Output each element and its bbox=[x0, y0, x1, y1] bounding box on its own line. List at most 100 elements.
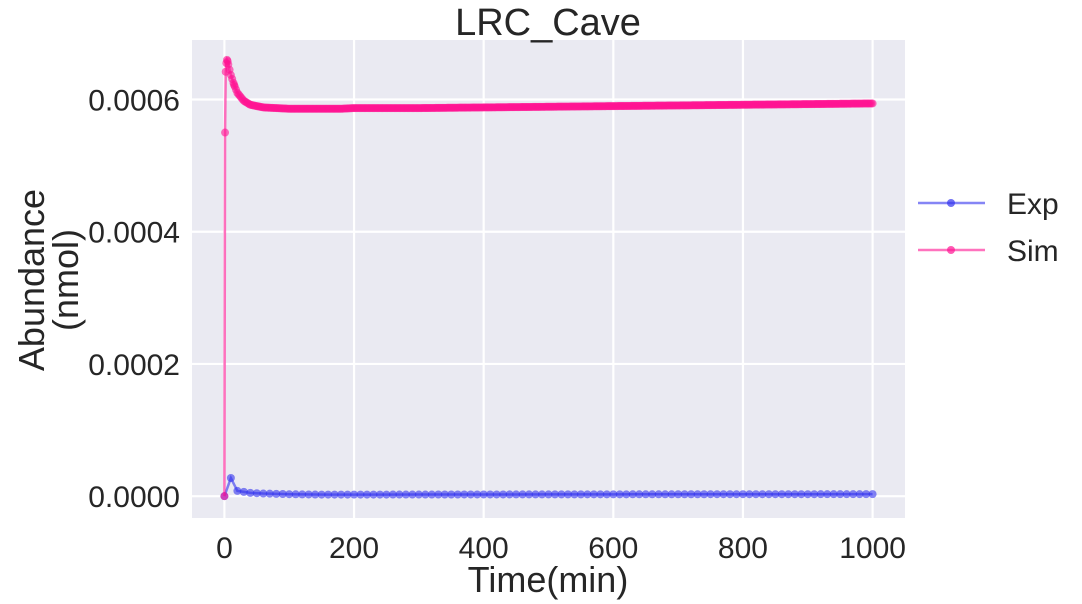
x-tick-label: 1000 bbox=[839, 532, 906, 565]
data-point bbox=[816, 490, 825, 499]
y-axis-title-line-1: Abundance bbox=[11, 189, 52, 371]
data-point bbox=[298, 490, 307, 499]
x-axis-title: Time(min) bbox=[468, 559, 629, 600]
data-point bbox=[849, 490, 858, 499]
data-point bbox=[252, 489, 261, 498]
data-point bbox=[453, 490, 462, 499]
data-point bbox=[440, 490, 449, 499]
data-point bbox=[233, 486, 242, 495]
data-point bbox=[713, 490, 722, 499]
data-point bbox=[486, 490, 495, 499]
data-point bbox=[758, 490, 767, 499]
data-point bbox=[576, 490, 585, 499]
data-point bbox=[350, 490, 359, 499]
legend-label: Sim bbox=[1007, 235, 1059, 268]
data-point bbox=[388, 490, 397, 499]
data-point bbox=[473, 490, 482, 499]
legend-item-sim: Sim bbox=[918, 235, 1059, 268]
data-point bbox=[719, 490, 728, 499]
data-point bbox=[427, 490, 436, 499]
data-point bbox=[363, 490, 372, 499]
data-point bbox=[648, 490, 657, 499]
data-point bbox=[635, 490, 644, 499]
data-point bbox=[842, 490, 851, 499]
data-point bbox=[479, 490, 488, 499]
data-point bbox=[220, 492, 229, 501]
data-point bbox=[751, 490, 760, 499]
data-point bbox=[790, 490, 799, 499]
legend-swatch-marker bbox=[947, 246, 955, 254]
data-point bbox=[246, 488, 255, 497]
x-tick-label: 0 bbox=[216, 532, 233, 565]
data-point bbox=[278, 490, 287, 499]
data-point bbox=[337, 490, 346, 499]
series-exp bbox=[220, 474, 877, 501]
data-point bbox=[823, 490, 832, 499]
data-point bbox=[771, 490, 780, 499]
data-point bbox=[674, 490, 683, 499]
data-point bbox=[382, 490, 391, 499]
y-axis-title: Abundance (nmol) bbox=[11, 189, 86, 371]
data-point bbox=[531, 490, 540, 499]
data-point bbox=[285, 490, 294, 499]
data-point bbox=[505, 490, 514, 499]
legend-item-exp: Exp bbox=[918, 188, 1059, 221]
data-point bbox=[868, 490, 877, 499]
data-point bbox=[538, 490, 547, 499]
data-point bbox=[421, 490, 430, 499]
data-point bbox=[868, 99, 877, 108]
data-point bbox=[810, 490, 819, 499]
data-point bbox=[499, 490, 508, 499]
data-point bbox=[408, 490, 417, 499]
data-point bbox=[375, 490, 384, 499]
data-point bbox=[628, 490, 637, 499]
data-point bbox=[550, 490, 559, 499]
data-point bbox=[395, 490, 404, 499]
data-point bbox=[226, 474, 235, 483]
legend-swatch-marker bbox=[947, 199, 955, 207]
data-point bbox=[667, 490, 676, 499]
data-point bbox=[414, 490, 423, 499]
data-point bbox=[700, 490, 709, 499]
data-point bbox=[401, 490, 410, 499]
data-point bbox=[512, 490, 521, 499]
series-layer bbox=[220, 55, 877, 501]
data-point bbox=[544, 490, 553, 499]
data-point bbox=[725, 490, 734, 499]
plot-background bbox=[192, 40, 905, 518]
data-point bbox=[654, 490, 663, 499]
y-tick-label: 0.0006 bbox=[88, 85, 180, 118]
data-point bbox=[304, 490, 313, 499]
data-point bbox=[259, 489, 268, 498]
data-point bbox=[596, 490, 605, 499]
data-point bbox=[797, 490, 806, 499]
data-point bbox=[466, 490, 475, 499]
data-point bbox=[803, 490, 812, 499]
data-point bbox=[525, 490, 534, 499]
data-point bbox=[557, 490, 566, 499]
data-point bbox=[764, 490, 773, 499]
data-point bbox=[784, 490, 793, 499]
data-point bbox=[460, 490, 469, 499]
y-tick-label: 0.0002 bbox=[88, 349, 180, 382]
y-tick-label: 0.0000 bbox=[88, 481, 180, 514]
data-point bbox=[518, 490, 527, 499]
data-point bbox=[836, 490, 845, 499]
chart-title: LRC_Cave bbox=[455, 2, 641, 44]
data-point bbox=[356, 490, 365, 499]
data-point bbox=[330, 490, 339, 499]
data-point bbox=[221, 128, 230, 137]
data-point bbox=[745, 490, 754, 499]
data-point bbox=[343, 490, 352, 499]
data-point bbox=[661, 490, 670, 499]
data-point bbox=[706, 490, 715, 499]
data-point bbox=[829, 490, 838, 499]
data-point bbox=[680, 490, 689, 499]
data-point bbox=[622, 490, 631, 499]
data-point bbox=[311, 490, 320, 499]
data-point bbox=[570, 490, 579, 499]
data-point bbox=[291, 490, 300, 499]
data-point bbox=[862, 490, 871, 499]
data-point bbox=[239, 487, 248, 496]
